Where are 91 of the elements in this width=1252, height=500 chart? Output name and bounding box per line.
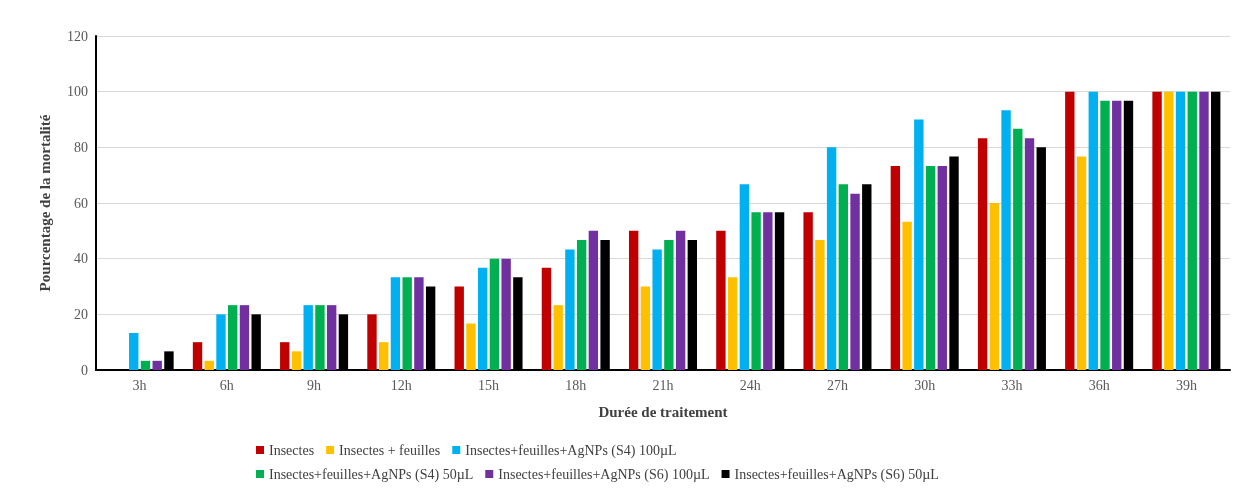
bar	[1088, 91, 1098, 370]
bar	[739, 184, 750, 370]
bar	[204, 360, 214, 370]
bar	[937, 165, 947, 370]
x-tick-label: 36h	[1088, 377, 1110, 393]
y-tick-label: 120	[67, 28, 88, 44]
x-axis-title: Durée de traitement	[598, 403, 728, 420]
bar	[664, 240, 674, 370]
bar	[1187, 91, 1197, 370]
legend-label: Insectes+feuilles+AgNPs (S6) 50µL	[734, 466, 939, 483]
x-tick-label: 3h	[132, 377, 147, 393]
bar	[850, 193, 860, 370]
bar	[553, 305, 563, 370]
bar	[315, 305, 325, 370]
bar	[466, 323, 476, 370]
bar	[751, 212, 761, 370]
bar	[815, 240, 825, 370]
bar	[228, 305, 238, 370]
y-tick-label: 40	[74, 251, 88, 267]
bar	[588, 230, 599, 370]
bar	[826, 147, 837, 370]
legend-label: Insectes+feuilles+AgNPs (S4) 50µL	[269, 466, 474, 483]
legend-label: Insectes+feuilles+AgNPs (S4) 100µL	[465, 442, 677, 459]
x-tick-label: 21h	[652, 377, 674, 393]
x-tick-label: 6h	[219, 377, 234, 393]
bar	[489, 258, 500, 370]
y-tick-label: 100	[67, 84, 88, 100]
bar	[902, 221, 912, 370]
bar	[239, 305, 250, 370]
bar	[454, 286, 464, 370]
bar	[414, 277, 424, 370]
bar	[152, 360, 162, 370]
bar	[925, 165, 936, 370]
legend-label: Insectes + feuilles	[339, 442, 441, 458]
legend-label: Insectes	[269, 442, 315, 458]
y-tick-label: 60	[74, 195, 88, 211]
bar	[1024, 138, 1035, 370]
bar	[803, 212, 813, 370]
bar	[890, 165, 901, 370]
y-tick-label: 80	[74, 139, 88, 155]
x-tick-label: 39h	[1175, 377, 1197, 393]
bar	[402, 277, 412, 370]
bar	[291, 351, 302, 370]
bar	[1013, 128, 1023, 370]
bar	[192, 342, 203, 370]
x-tick-label: 33h	[1001, 377, 1023, 393]
bar	[989, 203, 1000, 370]
bar	[576, 240, 587, 370]
bar	[1001, 110, 1011, 370]
bar	[565, 249, 575, 370]
bar	[1152, 91, 1162, 370]
y-axis-title: Pourcentage de la mortalité	[36, 114, 53, 292]
bar	[977, 138, 988, 370]
bar	[477, 267, 488, 370]
bar	[541, 267, 552, 370]
bar	[501, 258, 511, 370]
bar	[280, 342, 290, 370]
x-tick-label: 18h	[565, 377, 587, 393]
bar	[652, 249, 662, 370]
bar	[763, 212, 773, 370]
bar	[727, 277, 738, 370]
y-tick-label: 20	[74, 306, 88, 322]
bar	[1076, 156, 1087, 370]
bar	[1065, 91, 1075, 370]
bar	[367, 314, 377, 370]
legend-label: Insectes+feuilles+AgNPs (S6) 100µL	[498, 466, 710, 483]
x-tick-label: 12h	[390, 377, 412, 393]
bar	[326, 305, 337, 370]
bar	[1164, 91, 1174, 370]
bar	[129, 332, 139, 370]
bar	[1175, 91, 1186, 370]
x-tick-label: 30h	[914, 377, 936, 393]
bar	[628, 230, 639, 370]
bar	[303, 305, 313, 370]
bar	[640, 286, 651, 370]
bar	[1112, 100, 1122, 370]
bar	[390, 277, 401, 370]
bar	[379, 342, 389, 370]
bar	[914, 119, 924, 370]
x-tick-label: 15h	[478, 377, 500, 393]
bar	[216, 314, 226, 370]
y-tick-label: 0	[81, 362, 88, 378]
bar	[838, 184, 849, 370]
x-tick-label: 9h	[307, 377, 322, 393]
bar	[1199, 91, 1209, 370]
bar	[716, 230, 726, 370]
bar	[140, 360, 151, 370]
x-tick-label: 27h	[826, 377, 848, 393]
bar	[675, 230, 686, 370]
bar	[1100, 100, 1110, 370]
x-tick-label: 24h	[739, 377, 761, 393]
